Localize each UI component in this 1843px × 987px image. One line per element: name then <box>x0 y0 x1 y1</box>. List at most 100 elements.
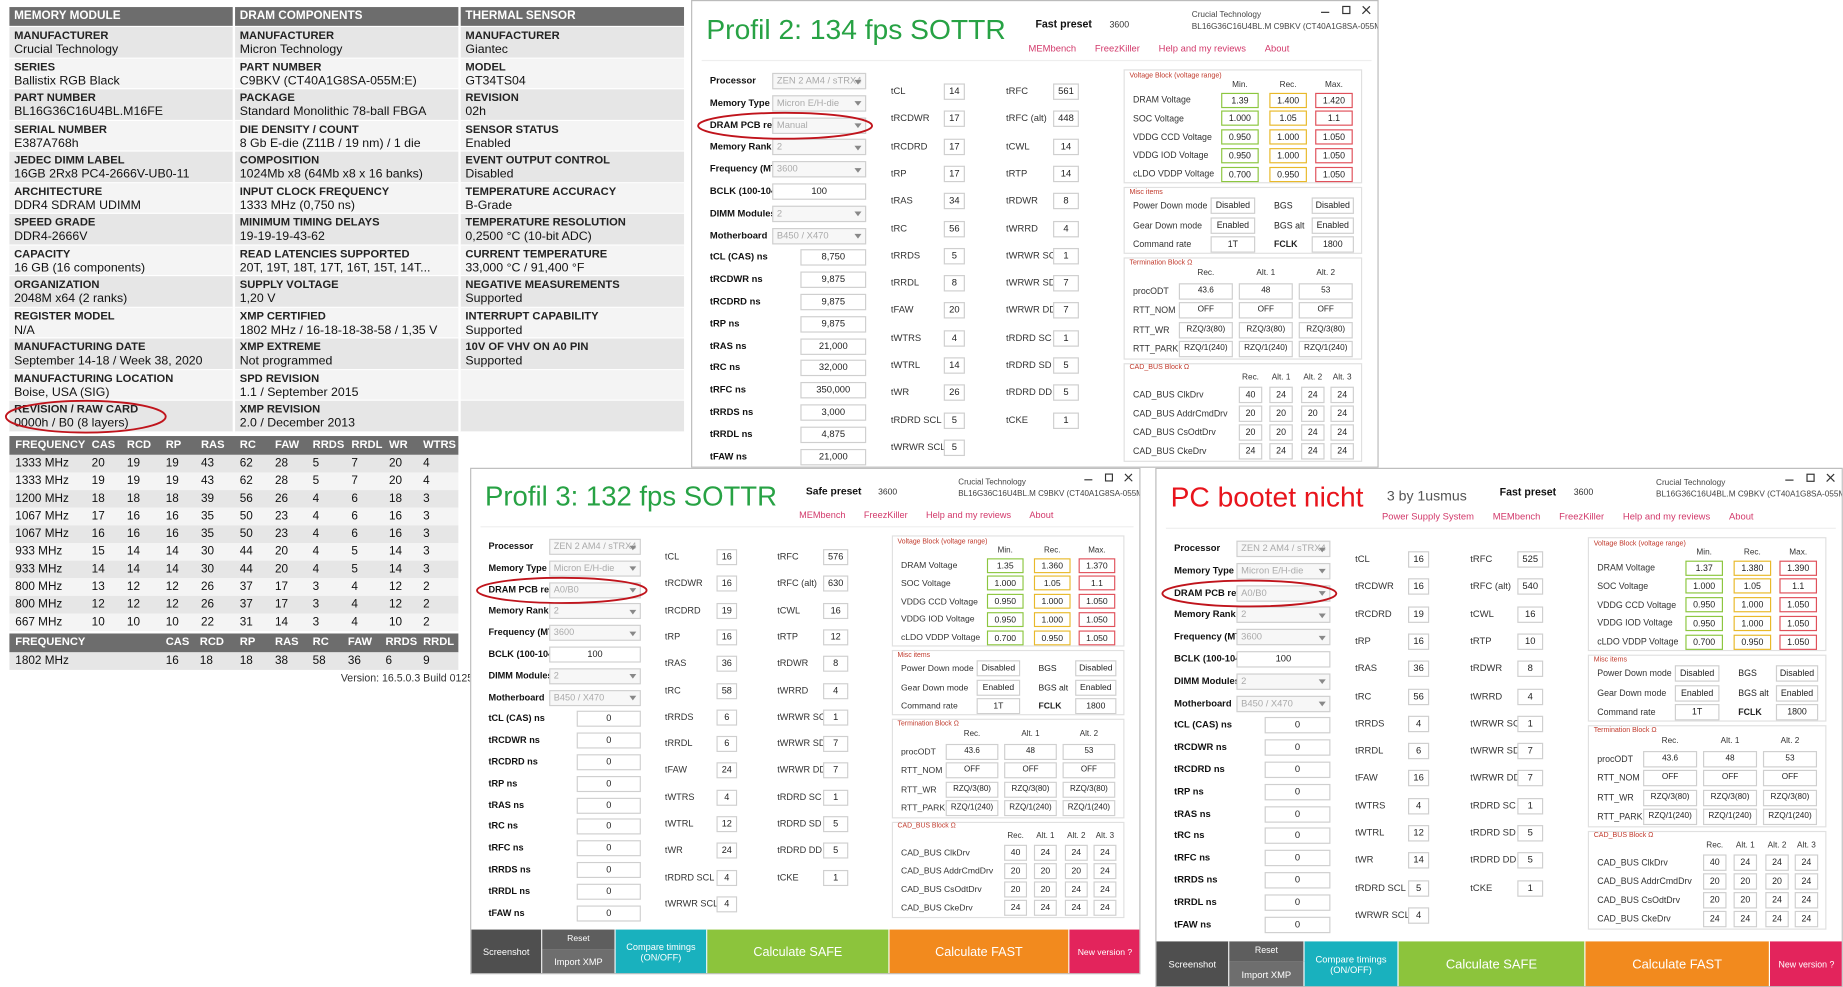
table-row <box>9 595 459 614</box>
input-field[interactable]: 9,875 <box>800 293 867 311</box>
input-field[interactable]: 0 <box>576 775 641 792</box>
dropdown[interactable]: Micron E/H-die <box>549 560 641 577</box>
spd-cell: TEMPERATURE RESOLUTION 0,2500 °C (10-bit … <box>460 213 685 246</box>
input-field[interactable]: 0 <box>576 905 641 922</box>
input-field[interactable]: 0 <box>1264 849 1331 867</box>
dropdown[interactable]: 2 <box>772 205 867 222</box>
button[interactable]: Screenshot <box>471 929 543 974</box>
dropdown[interactable]: ZEN 2 AM4 / sTRX4 <box>549 538 641 555</box>
input-field[interactable]: 0 <box>1264 783 1331 801</box>
dropdown[interactable]: ZEN 2 AM4 / sTRX4 <box>1236 540 1331 558</box>
menu-item[interactable]: MEMbench <box>1028 43 1077 55</box>
input-field[interactable]: 100 <box>1236 651 1331 668</box>
menu-item[interactable]: Help and my reviews <box>926 510 1012 521</box>
spd-label: CURRENT TEMPERATURE <box>465 247 608 261</box>
dropdown[interactable]: 3600 <box>772 161 867 178</box>
input-field[interactable]: 0 <box>1264 894 1331 911</box>
input-field[interactable]: 0 <box>576 840 641 857</box>
button[interactable]: New version ? <box>1770 941 1842 987</box>
input-field[interactable]: 21,000 <box>800 338 867 355</box>
menu-item[interactable]: FreezKiller <box>1094 43 1140 55</box>
dropdown[interactable]: B450 / X470 <box>772 227 867 244</box>
input-field[interactable]: 0 <box>1264 827 1331 845</box>
menu-item[interactable]: About <box>1264 43 1290 55</box>
dropdown[interactable]: 3600 <box>549 624 641 642</box>
table-cell: 44 <box>239 545 253 559</box>
input-field[interactable]: 0 <box>576 818 641 835</box>
input-field[interactable]: 4,875 <box>800 426 867 443</box>
spd-label: INPUT CLOCK FREQUENCY <box>239 185 390 199</box>
button[interactable]: Compare timings (ON/OFF) <box>1304 941 1399 987</box>
timing-label: tRCDRD <box>664 604 701 616</box>
menu-bar: MEMbench FreezKiller Help and my reviews Ab… <box>1029 43 1290 54</box>
dropdown[interactable]: 2 <box>549 603 641 620</box>
menu-item[interactable]: FreezKiller <box>863 510 908 521</box>
spd-label: TEMPERATURE ACCURACY <box>465 185 617 199</box>
menu-item[interactable]: Help and my reviews <box>1622 511 1711 522</box>
input-field[interactable]: 0 <box>576 861 641 879</box>
button[interactable]: Reset <box>542 929 616 949</box>
dropdown[interactable]: 2 <box>772 139 867 156</box>
dropdown[interactable]: 2 <box>1236 606 1331 624</box>
input-field[interactable]: 0 <box>576 732 641 749</box>
dropdown[interactable]: 2 <box>549 668 641 685</box>
menu-item[interactable]: MEMbench <box>1492 511 1541 522</box>
dropdown[interactable]: B450 / X470 <box>1236 695 1331 712</box>
menu-item[interactable]: Help and my reviews <box>1158 43 1246 55</box>
input-field[interactable]: 100 <box>549 646 641 663</box>
dropdown[interactable]: Micron E/H-die <box>772 94 867 112</box>
button[interactable]: New version ? <box>1069 929 1140 974</box>
menu-item[interactable]: Power Supply System <box>1382 511 1474 522</box>
input-field[interactable]: 0 <box>576 711 641 728</box>
input-field[interactable]: 0 <box>1264 717 1331 734</box>
timing-value: 6 <box>1408 742 1430 760</box>
dropdown[interactable]: A0/B0 <box>549 581 641 598</box>
input-field[interactable]: 8,750 <box>800 249 867 267</box>
dropdown[interactable]: Micron E/H-die <box>1236 562 1331 580</box>
dropdown[interactable]: 3600 <box>1236 629 1331 646</box>
input-field[interactable]: 9,875 <box>800 271 867 289</box>
input-field[interactable]: 21,000 <box>800 448 867 465</box>
input-field[interactable]: 0 <box>1264 739 1331 756</box>
dropdown[interactable]: A0/B0 <box>1236 584 1331 602</box>
input-field[interactable]: 0 <box>576 883 641 900</box>
dropdown[interactable]: 2 <box>1236 673 1331 690</box>
input-field[interactable]: 0 <box>1264 916 1331 933</box>
input-field[interactable]: 0 <box>576 797 641 814</box>
dropdown[interactable]: B450 / X470 <box>549 689 641 706</box>
timing-value: 16 <box>1517 605 1544 623</box>
voltage-value: 0.700 <box>1221 166 1259 182</box>
input-field[interactable]: 9,875 <box>800 315 867 333</box>
spd-value: C9BKV (CT40A1G8SA-055M:E) <box>239 73 417 88</box>
table-cell: 4 <box>423 457 430 471</box>
menu-item[interactable]: About <box>1728 511 1754 522</box>
input-field[interactable]: 32,000 <box>800 360 867 377</box>
button[interactable]: Calculate FAST <box>889 929 1070 974</box>
button[interactable]: Compare timings (ON/OFF) <box>615 929 708 974</box>
button[interactable]: Calculate SAFE <box>1398 941 1586 987</box>
button[interactable]: Import XMP <box>542 948 616 974</box>
spd-cell: XMP REVISION 2.0 / December 2013 <box>235 400 459 432</box>
button[interactable]: Reset <box>1229 941 1305 962</box>
misc-value: Disabled <box>1210 197 1256 214</box>
button[interactable]: Screenshot <box>1156 941 1230 987</box>
dropdown[interactable]: Manual <box>772 117 867 134</box>
input-field[interactable]: 3,000 <box>800 404 867 421</box>
timing-label: tRFC (alt) <box>777 578 817 589</box>
dropdown[interactable]: ZEN 2 AM4 / sTRX4 <box>772 72 867 90</box>
input-field[interactable]: 0 <box>1264 761 1331 779</box>
input-field[interactable]: 0 <box>576 754 641 771</box>
button[interactable]: Import XMP <box>1229 961 1305 987</box>
cad-bus-value: 24 <box>1093 844 1117 861</box>
column-header: Min. <box>1232 81 1248 90</box>
input-field[interactable]: 0 <box>1264 872 1331 889</box>
menu-item[interactable]: FreezKiller <box>1559 511 1605 522</box>
voltage-label: SOC Voltage <box>900 577 951 589</box>
menu-item[interactable]: About <box>1029 510 1054 521</box>
input-field[interactable]: 100 <box>772 183 867 200</box>
button[interactable]: Calculate SAFE <box>707 929 890 974</box>
input-field[interactable]: 0 <box>1264 805 1331 823</box>
input-field[interactable]: 350,000 <box>800 382 867 399</box>
menu-item[interactable]: MEMbench <box>799 510 846 521</box>
button[interactable]: Calculate FAST <box>1585 941 1771 987</box>
